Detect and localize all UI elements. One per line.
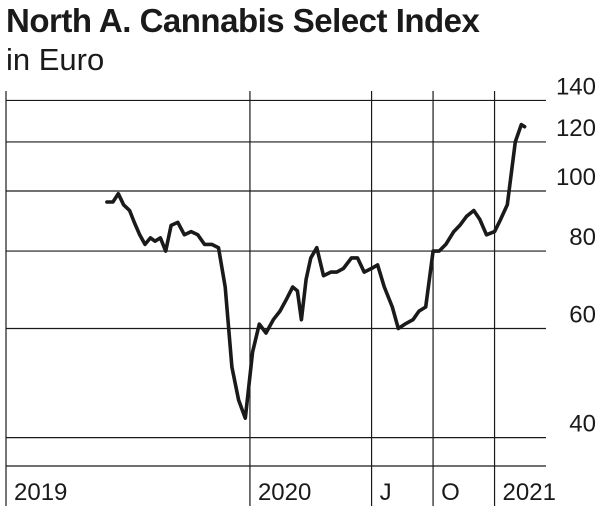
x-tick-label-2021: 2021 <box>503 479 556 506</box>
x-tick-label-O: O <box>441 479 460 506</box>
x-tick-label-2020: 2020 <box>258 479 311 506</box>
x-tick-label-2019: 2019 <box>14 479 67 506</box>
gridlines <box>5 91 546 506</box>
series-line-0 <box>105 122 527 421</box>
y-tick-label-100: 100 <box>556 164 596 191</box>
y-tick-label-120: 120 <box>556 115 596 142</box>
y-tick-label-40: 40 <box>569 411 596 438</box>
x-tick-label-J: J <box>380 479 392 506</box>
y-tick-label-80: 80 <box>569 224 596 251</box>
x-axis-ticks: 2019 2020 J O 2021 <box>14 479 556 506</box>
y-tick-label-140: 140 <box>556 73 596 100</box>
y-axis-ticks: 40 60 80 100 120 140 <box>556 73 596 437</box>
chart-subtitle: in Euro <box>6 42 105 77</box>
y-tick-label-60: 60 <box>569 302 596 329</box>
chart-title: North A. Cannabis Select Index <box>6 2 480 39</box>
series-layer <box>105 122 527 421</box>
